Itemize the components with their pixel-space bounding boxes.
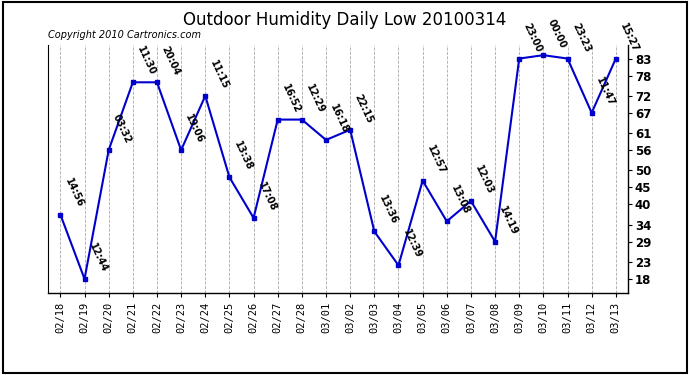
Text: 11:30: 11:30	[135, 45, 157, 77]
Text: 11:47: 11:47	[594, 75, 616, 108]
Text: 12:44: 12:44	[87, 242, 109, 274]
Text: 13:08: 13:08	[449, 184, 471, 216]
Text: 12:57: 12:57	[425, 143, 447, 176]
Text: 17:08: 17:08	[256, 180, 278, 213]
Text: 13:38: 13:38	[232, 140, 254, 172]
Text: 14:19: 14:19	[497, 204, 520, 237]
Text: 12:03: 12:03	[473, 164, 495, 196]
Text: 23:00: 23:00	[522, 21, 544, 54]
Text: 12:39: 12:39	[401, 228, 423, 260]
Text: 16:52: 16:52	[280, 82, 302, 114]
Text: 12:29: 12:29	[304, 82, 326, 114]
Text: 00:00: 00:00	[546, 18, 568, 50]
Text: 19:06: 19:06	[184, 113, 206, 145]
Text: 22:15: 22:15	[353, 92, 375, 124]
Text: Copyright 2010 Cartronics.com: Copyright 2010 Cartronics.com	[48, 30, 201, 40]
Text: 15:27: 15:27	[618, 21, 640, 54]
Text: 23:23: 23:23	[570, 21, 592, 54]
Text: 11:15: 11:15	[208, 58, 230, 91]
Text: Outdoor Humidity Daily Low 20100314: Outdoor Humidity Daily Low 20100314	[184, 11, 506, 29]
Text: 03:32: 03:32	[111, 113, 133, 145]
Text: 13:36: 13:36	[377, 194, 399, 226]
Text: 14:56: 14:56	[63, 177, 85, 209]
Text: 20:04: 20:04	[159, 45, 181, 77]
Text: 16:18: 16:18	[328, 102, 351, 135]
